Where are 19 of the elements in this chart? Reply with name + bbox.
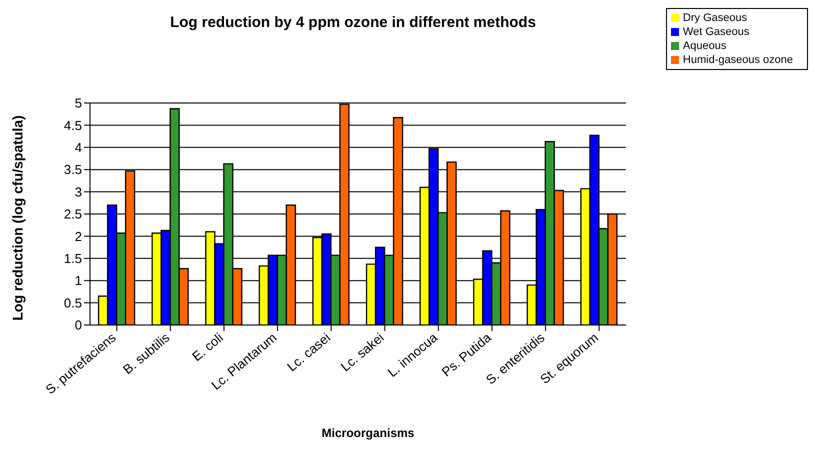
- legend-label: Aqueous: [682, 40, 726, 52]
- y-tick-label: 1: [74, 273, 82, 288]
- x-tick-label: E. coli: [189, 330, 226, 364]
- y-tick-label: 4: [74, 140, 82, 156]
- y-tick-label: 0: [74, 318, 82, 333]
- y-tick-label: 0.5: [64, 295, 82, 310]
- y-axis-title: Log reduction (log cfu/spatula): [10, 115, 26, 321]
- y-tick-label: 3.5: [64, 162, 82, 178]
- y-tick-label: 3: [74, 184, 82, 200]
- y-tick-label: 5: [74, 96, 82, 111]
- legend-label: Humid-gaseous ozone: [682, 54, 793, 66]
- y-tick-label: 2.5: [64, 206, 82, 222]
- y-tick-label: 4.5: [64, 118, 82, 133]
- chart-title: Log reduction by 4 ppm ozone in different methods: [169, 14, 537, 31]
- y-tick-label: 1.5: [64, 251, 82, 266]
- legend-label: Wet Gaseous: [682, 26, 750, 38]
- y-tick-label: 2: [74, 228, 82, 244]
- legend-label: Dry Gaseous: [682, 12, 748, 24]
- x-axis-title: Microorganisms: [320, 426, 416, 440]
